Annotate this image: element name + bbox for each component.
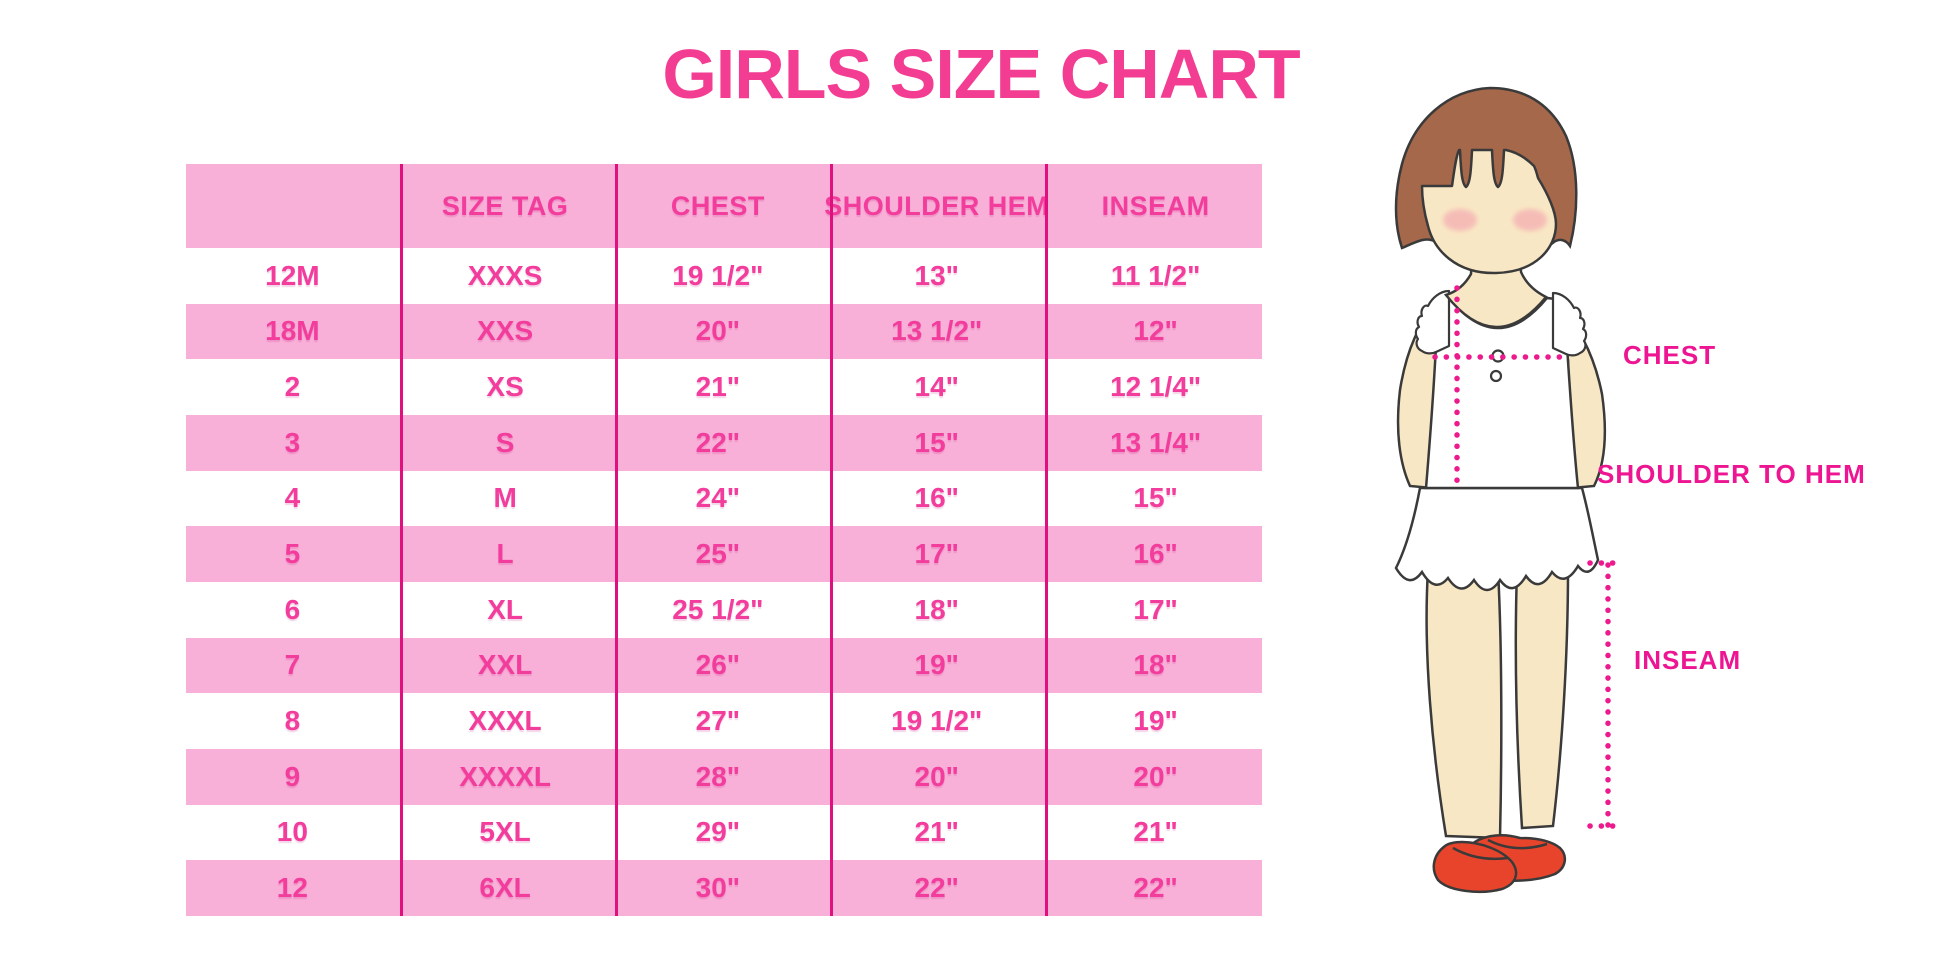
row-size-label: 5 xyxy=(186,526,399,582)
shoulder-to-hem-label: SHOULDER TO HEM xyxy=(1597,459,1866,489)
table-cell: 14" xyxy=(824,359,1050,415)
table-cell: M xyxy=(398,470,612,527)
table-cell: 29" xyxy=(611,804,825,861)
column-header: INSEAM xyxy=(1049,164,1262,248)
row-size-label: 10 xyxy=(186,804,399,861)
table-cell: 19" xyxy=(1049,693,1262,749)
column-header: SIZE TAG xyxy=(398,164,612,248)
measurement-lines xyxy=(1432,285,1621,829)
table-cell: 13 1/4" xyxy=(1049,414,1262,471)
table-cell: L xyxy=(398,526,612,582)
girl-illustration-svg xyxy=(1394,86,1621,894)
table-cell: 21" xyxy=(824,804,1050,861)
row-size-label: 8 xyxy=(186,693,399,749)
page-title: GIRLS SIZE CHART xyxy=(662,35,1300,113)
table-cell: 12" xyxy=(1049,303,1262,360)
girl-measurement-figure xyxy=(1350,60,1850,960)
shoes xyxy=(1432,834,1567,894)
table-cell: XL xyxy=(398,581,612,638)
row-size-label: 12 xyxy=(186,860,399,916)
table-cell: 19 1/2" xyxy=(824,693,1050,749)
table-cell: 26" xyxy=(611,637,825,694)
table-cell: 13" xyxy=(824,248,1050,304)
table-cell: 20" xyxy=(824,748,1050,805)
skirt xyxy=(1394,486,1600,592)
row-size-label: 4 xyxy=(186,470,399,527)
table-cell: 18" xyxy=(1049,637,1262,694)
table-cell: XXS xyxy=(398,303,612,360)
size-table: SIZE TAG CHEST SHOULDER HEM INSEAM 12M XXXS 19… xyxy=(186,164,1262,916)
table-cell: 17" xyxy=(824,526,1050,582)
table-cell: XS xyxy=(398,359,612,415)
table-cell: 16" xyxy=(824,470,1050,527)
table-cell: 16" xyxy=(1049,526,1262,582)
column-header xyxy=(186,164,399,248)
left-shoe xyxy=(1432,840,1518,894)
chest-label: CHEST xyxy=(1623,340,1717,370)
table-cell: 15" xyxy=(1049,470,1262,527)
row-size-label: 7 xyxy=(186,637,399,694)
cheek-blush xyxy=(1443,209,1547,231)
table-cell: 12 1/4" xyxy=(1049,359,1262,415)
right-shoe-strap xyxy=(1487,838,1548,850)
table-cell: 22" xyxy=(611,414,825,471)
column-header: SHOULDER HEM xyxy=(824,164,1050,248)
table-cell: 19 1/2" xyxy=(611,248,825,304)
table-cell: 6XL xyxy=(398,860,612,916)
table-cell: 20" xyxy=(611,303,825,360)
row-size-label: 2 xyxy=(186,359,399,415)
table-cell: 20" xyxy=(1049,748,1262,805)
table-cell: 27" xyxy=(611,693,825,749)
table-cell: 28" xyxy=(611,748,825,805)
sleeve-ruffles xyxy=(1414,289,1588,357)
table-cell: 17" xyxy=(1049,581,1262,638)
table-cell: 30" xyxy=(611,860,825,916)
table-cell: XXL xyxy=(398,637,612,694)
table-cell: 11 1/2" xyxy=(1049,248,1262,304)
table-cell: S xyxy=(398,414,612,471)
legs xyxy=(1425,568,1570,840)
table-cell: 24" xyxy=(611,470,825,527)
row-size-label: 18M xyxy=(186,303,399,360)
left-shoe-strap xyxy=(1452,846,1509,861)
table-cell: 22" xyxy=(824,860,1050,916)
table-cell: 21" xyxy=(611,359,825,415)
table-cell: 21" xyxy=(1049,804,1262,861)
row-size-label: 3 xyxy=(186,414,399,471)
table-cell: 13 1/2" xyxy=(824,303,1050,360)
row-size-label: 12M xyxy=(186,248,399,304)
table-cell: 15" xyxy=(824,414,1050,471)
table-cell: XXXL xyxy=(398,693,612,749)
column-header: CHEST xyxy=(611,164,825,248)
face xyxy=(1420,148,1558,275)
table-cell: 22" xyxy=(1049,860,1262,916)
inseam-label: INSEAM xyxy=(1634,645,1742,675)
table-cell: 25" xyxy=(611,526,825,582)
table-cell: 18" xyxy=(824,581,1050,638)
row-size-label: 9 xyxy=(186,748,399,805)
table-cell: 19" xyxy=(824,637,1050,694)
table-cell: 25 1/2" xyxy=(611,581,825,638)
table-cell: 5XL xyxy=(398,804,612,861)
table-cell: XXXXL xyxy=(398,748,612,805)
table-cell: XXXS xyxy=(398,248,612,304)
row-size-label: 6 xyxy=(186,581,399,638)
